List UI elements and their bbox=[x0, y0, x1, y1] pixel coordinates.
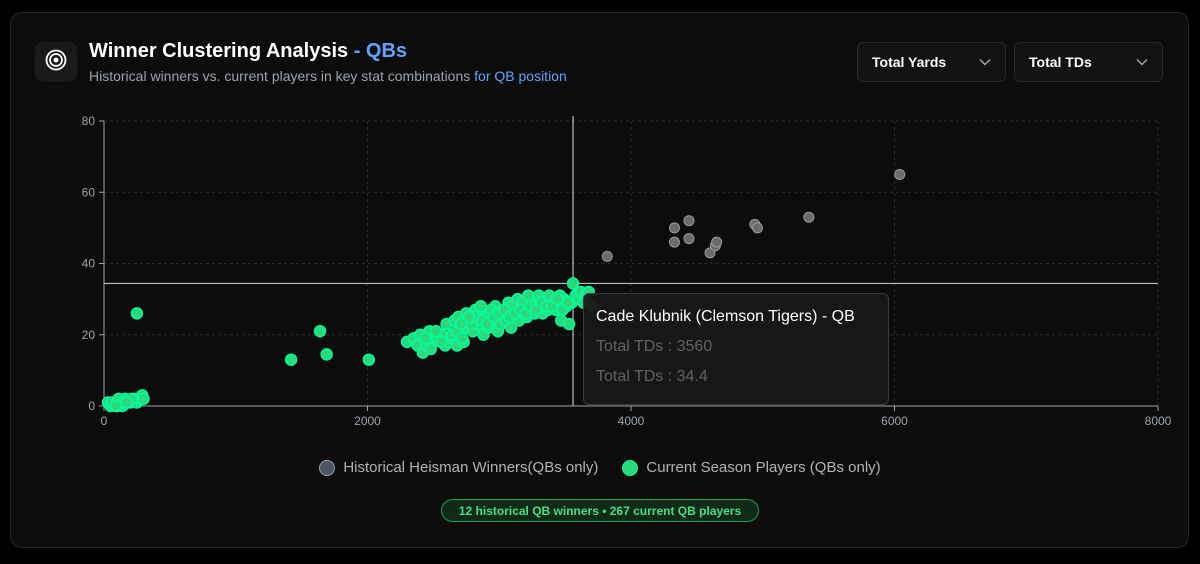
chart-legend: Historical Heisman Winners(QBs only) Cur… bbox=[0, 459, 1200, 476]
chart-tooltip: Cade Klubnik (Clemson Tigers) - QB Total… bbox=[583, 293, 889, 405]
tooltip-row-yards: Total TDs : 3560 bbox=[596, 338, 876, 356]
historical-point bbox=[803, 211, 815, 223]
current-point bbox=[456, 332, 469, 345]
legend-label-historical: Historical Heisman Winners(QBs only) bbox=[343, 459, 599, 476]
x-tick-label: 8000 bbox=[1145, 414, 1172, 428]
x-tick-label: 4000 bbox=[618, 414, 645, 428]
legend-marker-current bbox=[622, 459, 639, 476]
legend-marker-historical bbox=[319, 459, 336, 476]
chevron-down-icon bbox=[979, 58, 991, 66]
historical-point bbox=[601, 250, 613, 262]
tooltip-title: Cade Klubnik (Clemson Tigers) - QB bbox=[596, 308, 855, 325]
current-point bbox=[561, 296, 574, 309]
current-point bbox=[362, 353, 376, 366]
current-point bbox=[320, 348, 333, 361]
y-axis-select[interactable]: Total TDs bbox=[1014, 42, 1163, 82]
current-point bbox=[137, 392, 150, 406]
x-axis-select[interactable]: Total Yards bbox=[857, 42, 1006, 82]
current-point bbox=[551, 292, 564, 306]
historical-point bbox=[711, 236, 723, 248]
current-point bbox=[522, 289, 535, 302]
y-axis-select-value: Total TDs bbox=[1029, 54, 1092, 70]
current-point bbox=[419, 332, 432, 345]
chevron-down-icon bbox=[1136, 58, 1148, 66]
current-point bbox=[130, 307, 144, 320]
x-tick-label: 0 bbox=[101, 414, 108, 428]
current-point bbox=[313, 324, 327, 338]
historical-point bbox=[894, 168, 906, 180]
current-point bbox=[474, 300, 488, 313]
tooltip-row1-label: Total TDs : bbox=[596, 338, 677, 355]
scatter-chart: 0 2000 4000 6000 8000 0 20 40 60 80 bbox=[82, 114, 1172, 428]
current-point bbox=[429, 324, 443, 338]
legend-item-current[interactable]: Current Season Players (QBs only) bbox=[622, 459, 881, 476]
current-point bbox=[109, 399, 123, 413]
current-point bbox=[424, 342, 437, 356]
legend-item-historical[interactable]: Historical Heisman Winners(QBs only) bbox=[319, 459, 598, 476]
y-tick-label: 60 bbox=[82, 185, 96, 199]
x-tick-label: 6000 bbox=[881, 414, 908, 428]
x-axis-select-value: Total Yards bbox=[872, 54, 947, 70]
current-point bbox=[566, 277, 580, 290]
title-accent: QBs bbox=[365, 40, 408, 62]
current-point bbox=[462, 310, 476, 324]
tooltip-row1-value: 3560 bbox=[676, 338, 713, 355]
historical-point bbox=[668, 222, 680, 234]
subtitle-text: Historical winners vs. current players i… bbox=[89, 68, 475, 84]
subtitle-accent: for QB position bbox=[474, 68, 567, 84]
tooltip-row-tds: Total TDs : 34.4 bbox=[596, 368, 876, 386]
y-tick-label: 0 bbox=[88, 399, 95, 413]
historical-point bbox=[683, 233, 695, 245]
y-tick-label: 20 bbox=[82, 328, 96, 342]
y-tick-label: 40 bbox=[82, 257, 96, 271]
x-tick-label: 2000 bbox=[354, 414, 381, 428]
page-subtitle: Historical winners vs. current players i… bbox=[89, 68, 567, 84]
current-point bbox=[562, 317, 576, 331]
current-point bbox=[435, 335, 448, 349]
historical-point bbox=[683, 215, 695, 227]
summary-badge: 12 historical QB winners • 267 current Q… bbox=[441, 499, 759, 522]
chart-card bbox=[10, 12, 1189, 548]
y-tick-label: 80 bbox=[82, 114, 96, 128]
current-point bbox=[454, 317, 468, 331]
target-icon bbox=[45, 49, 67, 76]
historical-point bbox=[668, 236, 680, 248]
legend-label-current: Current Season Players (QBs only) bbox=[646, 459, 881, 476]
current-point bbox=[284, 353, 298, 366]
tooltip-row2-label: Total TDs : bbox=[596, 368, 677, 385]
tooltip-row2-value: 34.4 bbox=[676, 368, 708, 385]
historical-point bbox=[751, 222, 763, 234]
title-separator: - bbox=[348, 40, 366, 62]
title-text: Winner Clustering Analysis bbox=[89, 40, 349, 62]
page-title: Winner Clustering Analysis - QBs bbox=[89, 40, 407, 63]
current-point bbox=[120, 396, 133, 409]
logo-badge bbox=[35, 42, 77, 82]
